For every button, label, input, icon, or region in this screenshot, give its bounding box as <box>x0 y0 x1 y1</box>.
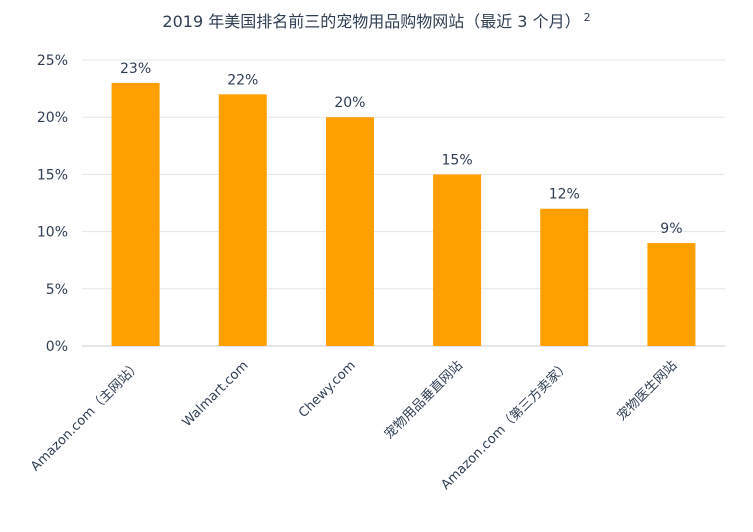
data-label: 23% <box>120 61 151 77</box>
chart-title-text: 2019 年美国排名前三的宠物用品购物网站（最近 3 个月） <box>162 12 581 31</box>
bar <box>325 117 374 346</box>
data-label: 20% <box>334 95 365 111</box>
x-tick-label: Walmart.com <box>180 358 252 430</box>
bar <box>647 243 696 346</box>
data-label: 15% <box>442 152 473 168</box>
y-tick-label: 20% <box>37 110 68 126</box>
x-tick-label: 宠物医生网站 <box>614 358 680 424</box>
y-tick-label: 0% <box>46 339 68 355</box>
y-tick-label: 25% <box>37 53 68 69</box>
data-label: 9% <box>660 221 682 237</box>
x-tick-label: Amazon.com（主网站） <box>28 358 144 474</box>
chart-title: 2019 年美国排名前三的宠物用品购物网站（最近 3 个月） 2 <box>0 8 753 32</box>
x-tick-label: 宠物用品垂直网站 <box>381 358 466 443</box>
x-tick-label: Chewy.com <box>296 358 359 421</box>
y-tick-label: 15% <box>37 167 68 183</box>
bar <box>218 94 267 346</box>
bar <box>433 174 482 346</box>
y-tick-label: 5% <box>46 282 68 298</box>
bar <box>111 82 160 346</box>
y-tick-label: 10% <box>37 225 68 241</box>
data-label: 22% <box>227 72 258 88</box>
data-label: 12% <box>549 187 580 203</box>
x-tick-label: Amazon.com（第三方卖家） <box>438 358 573 493</box>
bar <box>540 208 589 346</box>
chart-title-footnote: 2 <box>583 11 591 24</box>
